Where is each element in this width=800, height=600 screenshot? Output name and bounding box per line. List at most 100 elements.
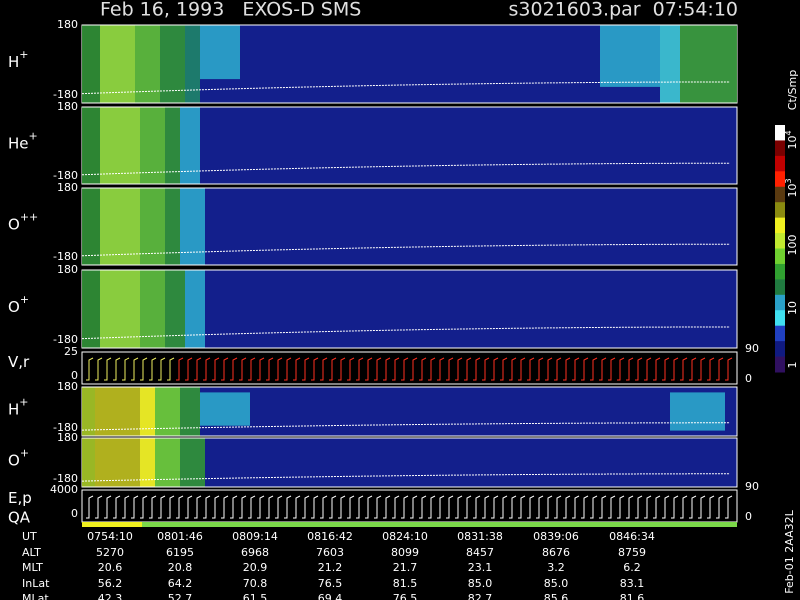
spectrogram-region [100, 188, 140, 265]
sweep-mark [464, 357, 472, 381]
tick-label: 180 [57, 100, 78, 113]
label-charge: + [29, 130, 38, 143]
table-cell: 85.0 [544, 577, 569, 590]
sweep-mark [320, 495, 328, 519]
sweep-mark [554, 495, 562, 519]
spectrogram-region [670, 392, 725, 431]
spectrogram-region [200, 392, 250, 426]
sweep-mark [212, 495, 220, 519]
label-text: H [8, 400, 19, 418]
panel [81, 351, 738, 385]
sweep-mark [437, 357, 445, 381]
sweep-mark [410, 357, 418, 381]
spectrogram-region [185, 25, 200, 103]
spectrogram-region [140, 107, 165, 184]
sweep-mark [527, 357, 535, 381]
sweep-mark [563, 495, 571, 519]
table-cell: 6968 [241, 546, 269, 559]
sweep-mark [644, 357, 652, 381]
colorbar-cell [775, 202, 785, 219]
label-charge: + [19, 48, 28, 61]
quality-bar [82, 522, 737, 527]
table-cell: 8457 [466, 546, 494, 559]
sweep-mark [554, 357, 562, 381]
spectrogram-region [165, 107, 180, 184]
label-text: O [8, 298, 20, 316]
sweep-mark [113, 357, 121, 381]
tick-label: -180 [53, 250, 78, 263]
table-cell: 61.5 [243, 592, 268, 600]
label-base: 10 [786, 184, 799, 198]
spectrogram-region [180, 387, 200, 436]
tick-label: -180 [53, 88, 78, 101]
table-cell: 83.1 [620, 577, 645, 590]
trace-line [81, 162, 731, 176]
tick-label: 4000 [50, 483, 78, 496]
sweep-mark [230, 495, 238, 519]
sweep-mark [167, 357, 175, 381]
sweep-mark [599, 357, 607, 381]
sweep-mark [671, 495, 679, 519]
table-cell: 42.3 [98, 592, 123, 600]
sweep-mark [635, 357, 643, 381]
sweep-mark [698, 495, 706, 519]
table-cell: 0809:14 [232, 530, 278, 543]
table-cell: 81.6 [620, 592, 645, 600]
sweep-mark [590, 357, 598, 381]
sweep-mark [194, 357, 202, 381]
sweep-mark [302, 495, 310, 519]
sweep-mark [698, 357, 706, 381]
sweep-mark [437, 495, 445, 519]
spectrogram-region [180, 107, 200, 184]
sweep-mark [113, 495, 121, 519]
table-cell: 21.7 [393, 561, 418, 574]
table-cell: 20.6 [98, 561, 123, 574]
sweep-mark [122, 495, 130, 519]
spectrogram-region [660, 25, 680, 103]
label-text: E,p [8, 489, 32, 507]
label-text: He [8, 134, 29, 152]
right-tick-label: 0 [745, 510, 752, 523]
table-cell: 0801:46 [157, 530, 203, 543]
sweep-mark [275, 357, 283, 381]
label-text: H [8, 53, 19, 71]
colorbar-label: 100 [786, 235, 799, 256]
table-cell: 3.2 [547, 561, 565, 574]
sweep-mark [311, 495, 319, 519]
spectrogram-region [140, 387, 155, 436]
table-cell: 82.7 [468, 592, 493, 600]
label-exponent: 4 [784, 130, 793, 135]
sweep-mark [248, 495, 256, 519]
spectrogram-region [140, 438, 155, 487]
sweep-mark [365, 357, 373, 381]
sweep-mark [653, 495, 661, 519]
table-cell: 0754:10 [87, 530, 133, 543]
sweep-mark [212, 357, 220, 381]
trace-line [81, 473, 731, 482]
sweep-mark [122, 357, 130, 381]
table-cell: 23.1 [468, 561, 493, 574]
table-cell: 56.2 [98, 577, 123, 590]
sweep-mark [572, 357, 580, 381]
table-cell: 70.8 [243, 577, 268, 590]
label-charge: + [20, 293, 29, 306]
spectrogram-region [82, 107, 100, 184]
row-label: MLat [22, 592, 49, 600]
table-cell: 0839:06 [533, 530, 579, 543]
tick-label: 180 [57, 181, 78, 194]
sweep-mark [239, 495, 247, 519]
spectrogram-region [82, 270, 100, 348]
spectrogram-region [82, 438, 95, 487]
sweep-mark [680, 357, 688, 381]
sweep-mark [428, 495, 436, 519]
sweep-mark [131, 357, 139, 381]
spectrogram-region [680, 25, 737, 103]
colorbar-cell [775, 233, 785, 249]
table-cell: 64.2 [168, 577, 193, 590]
panel-label: O+ [8, 447, 29, 470]
table-cell: 76.5 [393, 592, 418, 600]
row-label: ALT [22, 546, 41, 559]
colorbar-cell [775, 248, 785, 265]
tick-label: 180 [57, 431, 78, 444]
table-cell: 8099 [391, 546, 419, 559]
